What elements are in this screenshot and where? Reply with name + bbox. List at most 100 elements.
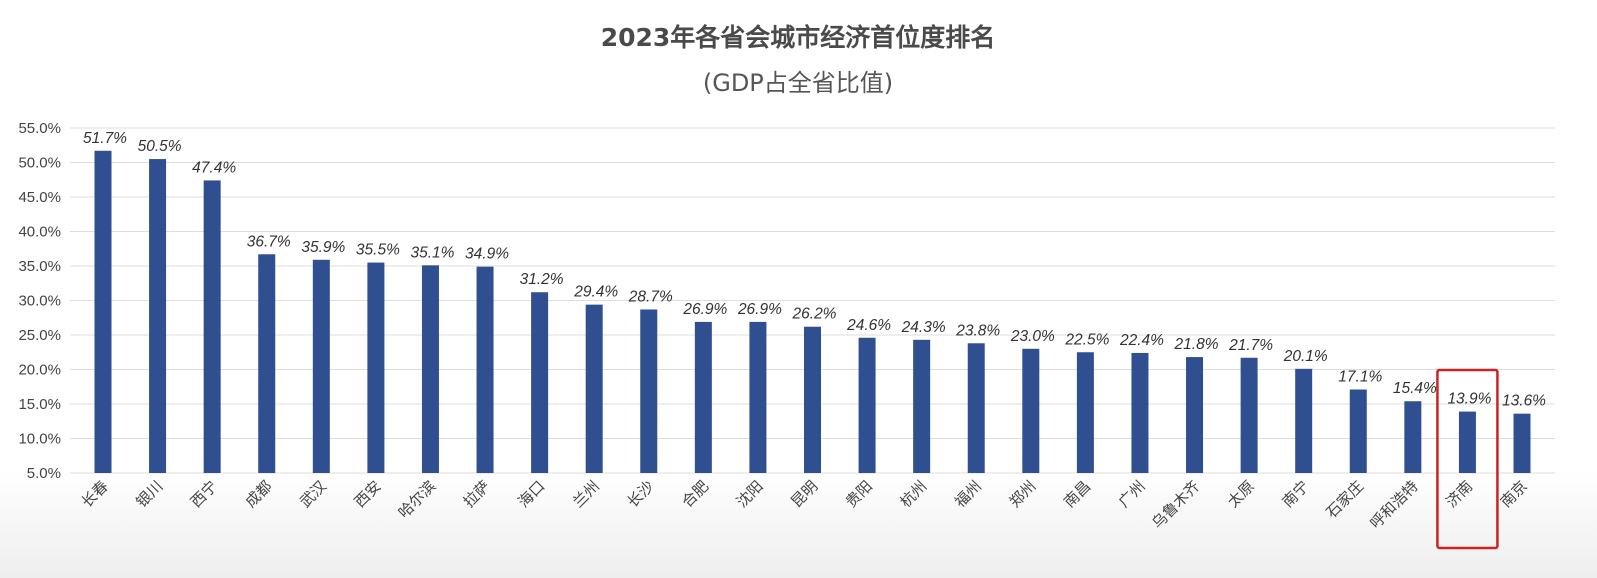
x-tick-label: 兰州 — [569, 477, 603, 511]
bar — [1349, 389, 1367, 473]
chart-subtitle: (GDP占全省比值) — [703, 69, 893, 97]
x-tick-label: 西安 — [351, 477, 385, 511]
bar — [149, 159, 167, 474]
data-label: 24.6% — [846, 317, 891, 334]
bar — [694, 321, 712, 473]
x-tick-label: 济南 — [1442, 477, 1476, 511]
x-tick-label: 成都 — [242, 477, 276, 511]
data-label: 13.6% — [1502, 393, 1546, 410]
x-tick-label: 呼和浩特 — [1367, 477, 1422, 532]
bar — [804, 326, 821, 473]
bar — [1240, 357, 1258, 473]
data-label: 50.5% — [138, 138, 182, 155]
data-label: 51.7% — [83, 130, 127, 147]
x-tick-label: 沈阳 — [733, 477, 767, 511]
x-tick-label: 昆明 — [787, 477, 821, 511]
data-label: 28.7% — [628, 288, 673, 305]
data-label: 35.1% — [410, 244, 454, 261]
bars — [94, 150, 1531, 474]
bar — [367, 262, 385, 473]
highlight-box — [1436, 368, 1499, 550]
data-label: 31.2% — [520, 271, 564, 288]
data-label: 22.4% — [1119, 332, 1164, 349]
bar — [203, 180, 221, 473]
x-tick-label: 福州 — [951, 477, 985, 511]
y-tick-label: 50.0% — [18, 155, 61, 172]
x-tick-label: 太原 — [1224, 477, 1258, 511]
x-tick-label: 合肥 — [678, 477, 712, 511]
data-label: 13.9% — [1447, 391, 1491, 408]
bar — [967, 343, 985, 473]
x-tick-label: 乌鲁木齐 — [1148, 477, 1203, 532]
x-tick-label: 长沙 — [624, 477, 658, 511]
data-label: 29.4% — [573, 284, 618, 301]
x-tick-label: 西宁 — [187, 477, 221, 511]
bar — [531, 292, 549, 473]
data-label: 26.9% — [682, 301, 727, 318]
bar — [476, 266, 494, 473]
data-label: 17.1% — [1338, 369, 1382, 386]
y-tick-label: 25.0% — [18, 327, 61, 344]
y-tick-label: 35.0% — [18, 258, 61, 275]
data-label: 23.8% — [955, 322, 1000, 339]
x-tick-label: 南京 — [1497, 477, 1531, 511]
bar — [421, 265, 439, 473]
x-tick-label: 武汉 — [296, 477, 330, 511]
x-axis-tick-labels: 长春 银川 西宁 成都 武汉 西安 哈尔滨 拉萨 海口 兰州 长沙 合肥 沈阳 昆明 贵阳 杭州 福州 郑州 南昌广… — [78, 477, 1531, 532]
y-tick-label: 45.0% — [18, 189, 61, 206]
x-tick-label: 哈尔滨 — [395, 477, 440, 522]
bar — [312, 259, 330, 473]
data-label: 26.9% — [737, 301, 782, 318]
bar — [258, 254, 276, 473]
x-tick-label: 银川 — [132, 477, 166, 511]
data-label: 21.8% — [1174, 336, 1219, 353]
bar — [1458, 411, 1476, 473]
y-tick-label: 40.0% — [18, 224, 61, 241]
bar — [94, 150, 112, 473]
bar — [1076, 352, 1094, 473]
data-label: 47.4% — [192, 159, 236, 176]
y-tick-label: 20.0% — [18, 362, 61, 379]
bar — [1186, 357, 1204, 473]
data-label: 22.5% — [1064, 331, 1109, 348]
y-tick-label: 30.0% — [18, 293, 61, 310]
bar — [1295, 368, 1313, 473]
x-tick-label: 广州 — [1115, 477, 1149, 511]
data-label: 36.7% — [247, 233, 291, 250]
x-tick-label: 长春 — [78, 477, 112, 511]
data-label: 23.0% — [1010, 328, 1055, 345]
x-tick-label: 南昌 — [1060, 477, 1094, 511]
x-tick-label: 石家庄 — [1323, 477, 1368, 522]
y-tick-label: 10.0% — [18, 431, 61, 448]
x-tick-label: 贵阳 — [842, 477, 876, 511]
x-tick-label: 南宁 — [1279, 477, 1313, 511]
data-label: 15.4% — [1393, 380, 1437, 397]
x-tick-label: 郑州 — [1006, 477, 1040, 511]
bar — [1022, 348, 1040, 473]
x-tick-label: 拉萨 — [460, 477, 494, 511]
data-label: 34.9% — [465, 246, 509, 263]
chart-title: 2023年各省会城市经济首位度排名 — [601, 23, 996, 52]
data-label: 21.7% — [1228, 337, 1273, 354]
bar — [913, 339, 931, 473]
y-axis-tick-labels: 5.0% 10.0% 15.0% 20.0% 25.0% 30.0% 35.0% 40.0% 4… — [18, 120, 61, 482]
x-tick-label: 海口 — [514, 477, 548, 511]
highlight-layer — [1436, 368, 1499, 550]
data-label: 26.2% — [792, 306, 837, 323]
data-label: 24.3% — [901, 319, 946, 336]
bar — [858, 337, 876, 473]
bar — [640, 309, 658, 473]
bar — [585, 304, 603, 473]
x-tick-label: 杭州 — [897, 477, 931, 511]
data-labels: 51.7% 50.5% 47.4% 36.7% 35.9% 35.5% 35.1% 34.9%… — [83, 130, 1546, 410]
bar — [749, 321, 767, 473]
bar — [1131, 352, 1149, 473]
y-tick-label: 55.0% — [18, 120, 61, 137]
y-tick-label: 5.0% — [27, 465, 61, 482]
data-label: 35.9% — [301, 239, 345, 256]
bar — [1513, 413, 1531, 473]
y-tick-label: 15.0% — [18, 396, 61, 413]
data-label: 20.1% — [1283, 348, 1328, 365]
